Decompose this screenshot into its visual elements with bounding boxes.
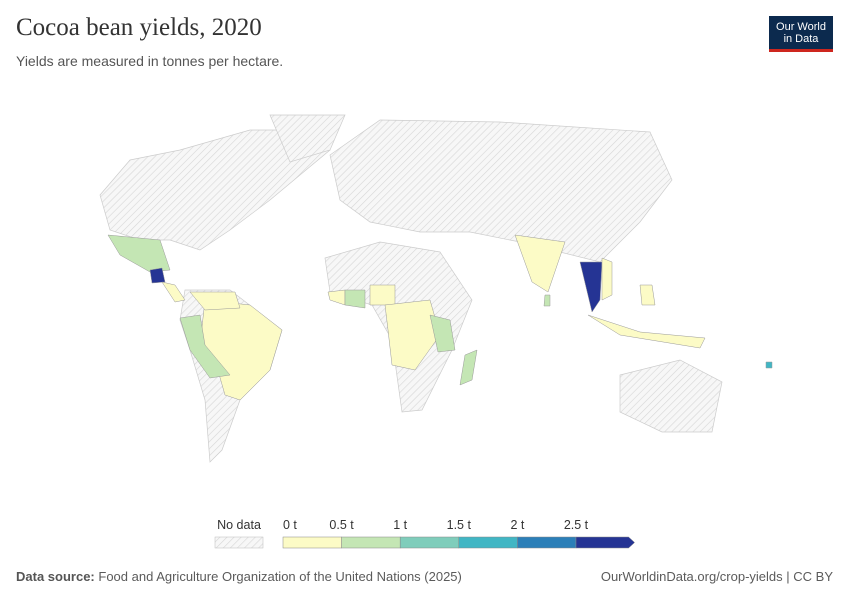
land — [99, 114, 723, 463]
ivory-coast-ghana — [344, 289, 366, 309]
madagascar — [459, 349, 478, 386]
legend-tick-label: 2 t — [510, 518, 524, 532]
legend: No data 0 t 0.5 t 1 t 1.5 t 2 t 2.5 t — [214, 518, 635, 549]
philippines — [639, 284, 656, 306]
sri-lanka — [543, 294, 551, 307]
no-data-label: No data — [217, 518, 261, 532]
venezuela — [189, 291, 241, 311]
nigeria — [369, 284, 396, 306]
australia — [619, 359, 723, 433]
legend-tick-label: 1.5 t — [447, 518, 472, 532]
mexico — [107, 234, 171, 273]
url[interactable]: OurWorldinData.org/crop-yields | CC BY — [600, 569, 833, 584]
source: Data source: Food and Agriculture Organi… — [16, 569, 462, 584]
legend-bin — [282, 536, 342, 549]
legend-tick-label: 1 t — [393, 518, 407, 532]
title: Cocoa bean yields, 2020 — [16, 14, 262, 41]
logo[interactable]: Our World in Data — [769, 16, 833, 52]
indonesia — [587, 314, 706, 349]
map: No data 0 t 0.5 t 1 t 1.5 t 2 t 2.5 t — [99, 114, 773, 549]
greenland — [269, 114, 346, 163]
logo-line: in Data — [783, 33, 819, 45]
source-label: Data source: — [16, 569, 95, 584]
tanzania — [429, 314, 456, 353]
legend-bin — [458, 536, 518, 549]
logo-line: Our World — [776, 21, 826, 33]
legend-bin — [341, 536, 401, 549]
legend-bin — [575, 536, 635, 549]
thailand — [579, 261, 603, 313]
vanuatu — [765, 361, 773, 369]
legend-tick-label: 2.5 t — [564, 518, 589, 532]
central-africa — [384, 299, 441, 371]
peru — [179, 314, 231, 379]
vietnam — [601, 257, 613, 301]
subtitle: Yields are measured in tonnes per hectar… — [16, 53, 284, 69]
legend-bin — [399, 536, 460, 549]
legend-tick-label: 0 t — [283, 518, 297, 532]
legend-bin — [517, 536, 577, 549]
countries — [107, 234, 773, 401]
source-text: Food and Agriculture Organization of the… — [98, 569, 462, 584]
no-data-swatch — [214, 536, 264, 549]
central-america — [161, 281, 186, 303]
guatemala — [149, 267, 166, 284]
india — [514, 234, 566, 293]
legend-tick-label: 0.5 t — [329, 518, 354, 532]
west-africa — [327, 289, 346, 306]
eurasia — [329, 119, 673, 263]
